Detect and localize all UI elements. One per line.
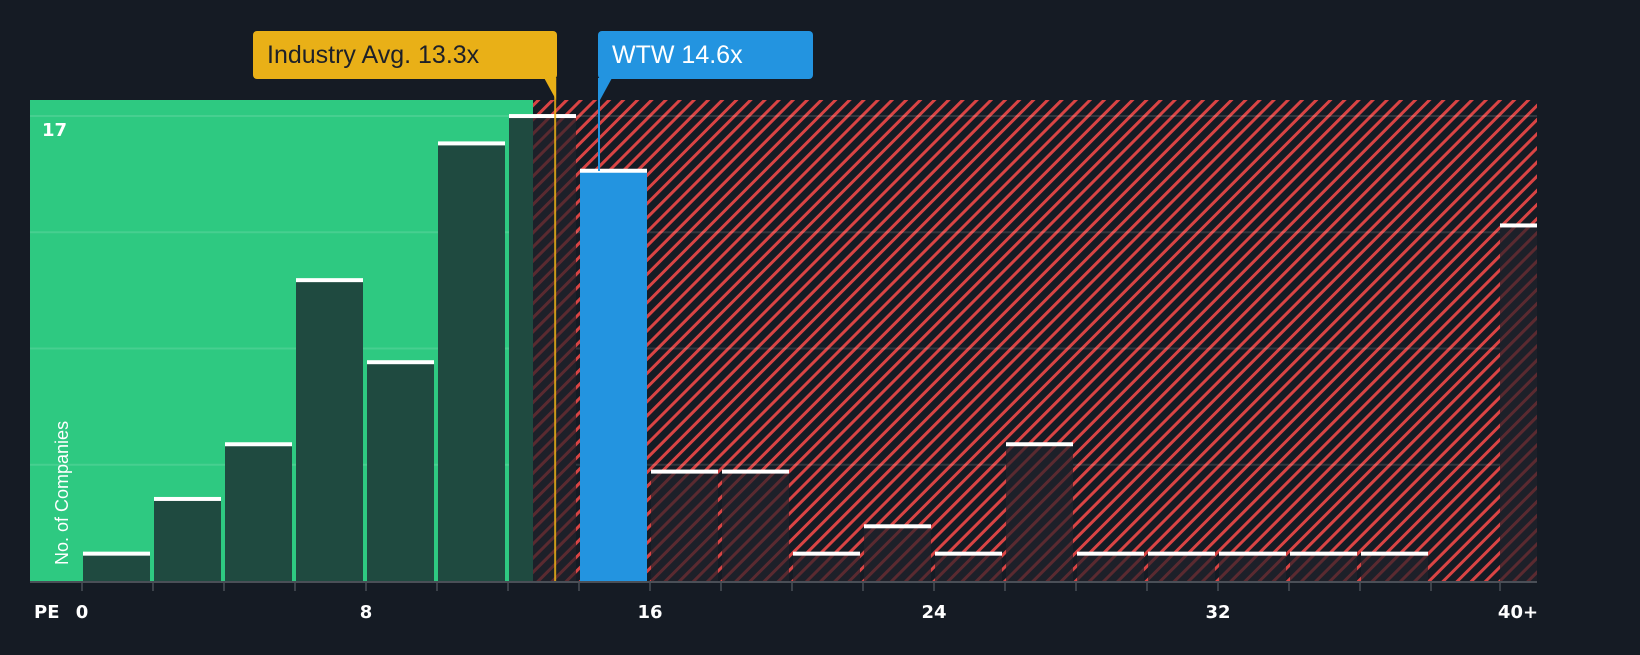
bar-cap — [225, 442, 292, 447]
bar-cap — [864, 524, 931, 529]
histogram-bar — [935, 553, 1002, 581]
histogram-bar — [1500, 225, 1537, 581]
bar-cap — [1077, 551, 1144, 556]
histogram-bar — [154, 498, 221, 581]
histogram-bar — [1148, 553, 1215, 581]
histogram-bar — [1077, 553, 1144, 581]
bar-cap — [1219, 551, 1286, 556]
y-axis-label: No. of Companies — [52, 420, 72, 565]
x-tick-label: 0 — [75, 602, 89, 623]
company-callout-pointer — [598, 78, 612, 100]
bar-cap — [1361, 551, 1428, 556]
histogram-bar — [1006, 444, 1073, 581]
company-bar — [580, 170, 647, 581]
bar-cap — [1500, 223, 1537, 228]
bar-cap — [580, 168, 647, 173]
bar-cap — [154, 496, 221, 501]
company-label: WTW 14.6x — [612, 41, 743, 69]
bar-cap — [935, 551, 1002, 556]
x-axis-label: PE — [34, 602, 60, 623]
x-tick-label: 24 — [921, 602, 947, 623]
bar-cap — [83, 551, 150, 556]
histogram-bar — [864, 526, 931, 581]
histogram-bar — [793, 553, 860, 581]
histogram-bar — [1219, 553, 1286, 581]
bar-cap — [1148, 551, 1215, 556]
histogram-bar — [225, 444, 292, 581]
histogram-bar — [509, 116, 533, 582]
x-tick-label: 8 — [359, 602, 373, 623]
bar-cap — [296, 278, 363, 283]
company-callout: WTW 14.6x — [598, 31, 813, 79]
histogram-bar — [1290, 553, 1357, 581]
bar-cap — [651, 469, 718, 474]
histogram-bar — [367, 362, 434, 581]
industry-avg-label: Industry Avg. 13.3x — [267, 41, 480, 69]
bar-cap — [1006, 442, 1073, 447]
histogram-bar — [296, 280, 363, 581]
industry-callout-pointer — [544, 78, 557, 100]
histogram-bar — [722, 471, 789, 581]
histogram-bar — [438, 143, 505, 581]
x-tick-label: 32 — [1205, 602, 1231, 623]
x-tick-label: 16 — [637, 602, 663, 623]
y-max-label: 17 — [42, 120, 68, 141]
bar-cap — [722, 469, 789, 474]
bar-cap — [367, 360, 434, 365]
x-tick-label: 40+ — [1497, 602, 1539, 623]
industry-avg-callout: Industry Avg. 13.3x — [253, 31, 557, 79]
histogram-bar — [651, 471, 718, 581]
histogram-bar — [1361, 553, 1428, 581]
histogram-bar — [83, 553, 150, 581]
bar-cap — [438, 141, 505, 146]
bar-cap — [793, 551, 860, 556]
bar-cap — [1290, 551, 1357, 556]
bar-cap — [509, 114, 576, 119]
